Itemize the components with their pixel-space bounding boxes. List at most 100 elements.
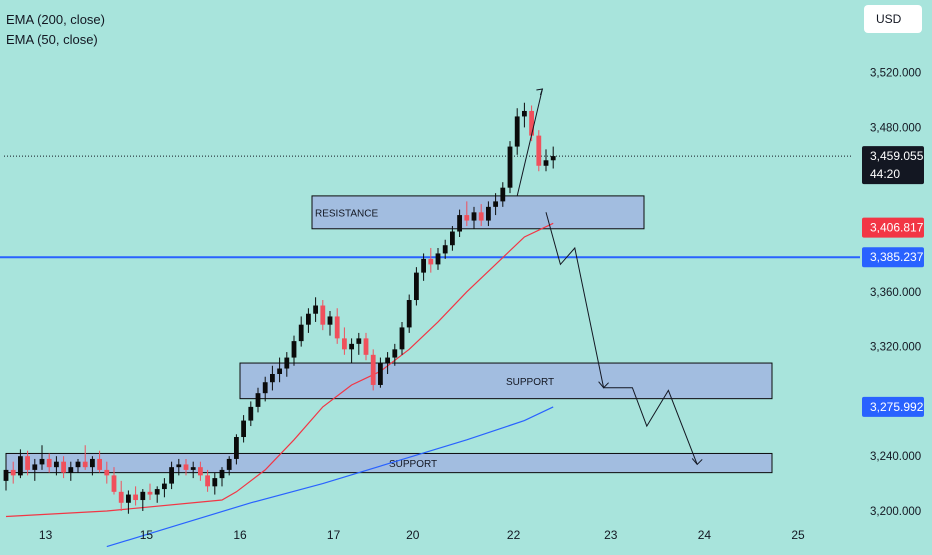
ema200-badge[interactable] xyxy=(862,396,924,417)
candle-body[interactable] xyxy=(414,272,419,301)
candle-body[interactable] xyxy=(435,253,441,265)
candle-body[interactable] xyxy=(291,341,297,358)
candle-body[interactable] xyxy=(219,469,225,479)
candle-body[interactable] xyxy=(46,458,52,468)
ema50-badge[interactable] xyxy=(862,217,924,238)
candle-body[interactable] xyxy=(176,464,182,468)
candle-body[interactable] xyxy=(97,458,102,470)
candle-body[interactable] xyxy=(457,215,462,232)
candle-body[interactable] xyxy=(3,469,9,481)
candle-body[interactable] xyxy=(18,456,23,476)
candle-body[interactable] xyxy=(234,437,239,459)
candle-body[interactable] xyxy=(212,478,218,487)
candle-body[interactable] xyxy=(385,357,390,364)
x-tick-label: 22 xyxy=(507,528,521,542)
candle-body[interactable] xyxy=(277,368,282,374)
zone-1[interactable] xyxy=(239,362,773,400)
ema50-line[interactable] xyxy=(5,222,554,518)
candle-body[interactable] xyxy=(543,160,549,166)
candle-body[interactable] xyxy=(471,212,477,221)
candle-body[interactable] xyxy=(550,156,556,161)
last-price-badge[interactable] xyxy=(862,146,924,185)
currency-button[interactable]: USD xyxy=(864,5,922,33)
legend-ema50[interactable]: EMA (50, close) xyxy=(6,32,98,47)
hline-badge[interactable] xyxy=(862,247,924,268)
candle-body[interactable] xyxy=(306,313,311,325)
last-price-countdown: 44:20 xyxy=(870,167,900,181)
candle-body[interactable] xyxy=(514,116,520,147)
legend-ema200[interactable]: EMA (200, close) xyxy=(6,12,105,27)
candle-body[interactable] xyxy=(39,458,45,465)
x-tick-label: 23 xyxy=(604,528,618,542)
candle-body[interactable] xyxy=(262,382,268,394)
y-tick-label: 3,520.000 xyxy=(870,68,921,80)
last-price-badge-text: 3,459.055 xyxy=(870,149,924,163)
candle-body[interactable] xyxy=(162,483,167,490)
candle-body[interactable] xyxy=(334,316,340,339)
candle-body[interactable] xyxy=(406,300,412,328)
ema200-line[interactable] xyxy=(106,406,554,548)
candle-body[interactable] xyxy=(529,110,534,136)
candle-body[interactable] xyxy=(320,305,326,325)
candle-body[interactable] xyxy=(111,475,117,492)
candle-body[interactable] xyxy=(183,464,189,470)
candle-body[interactable] xyxy=(241,420,246,438)
zone-label-1: SUPPORT xyxy=(506,377,554,388)
candle-body[interactable] xyxy=(399,327,405,350)
candle-body[interactable] xyxy=(342,338,347,350)
zone-label-2: SUPPORT xyxy=(389,459,437,470)
candle-body[interactable] xyxy=(82,461,88,468)
candle-body[interactable] xyxy=(270,374,275,383)
candle-body[interactable] xyxy=(140,491,146,501)
candle-body[interactable] xyxy=(507,146,513,188)
x-tick-label: 25 xyxy=(791,528,805,542)
candle-body[interactable] xyxy=(284,357,290,369)
candle-body[interactable] xyxy=(255,393,261,407)
candle-body[interactable] xyxy=(486,206,491,221)
candle-body[interactable] xyxy=(61,461,66,473)
candle-body[interactable] xyxy=(428,258,434,265)
candle-body[interactable] xyxy=(392,349,398,358)
candle-body[interactable] xyxy=(133,494,138,501)
candle-body[interactable] xyxy=(198,467,203,476)
candle-body[interactable] xyxy=(248,406,254,421)
candle-body[interactable] xyxy=(421,258,426,273)
candle-body[interactable] xyxy=(500,187,506,202)
projection-path[interactable] xyxy=(545,212,698,465)
candle-body[interactable] xyxy=(205,475,210,487)
candle-body[interactable] xyxy=(118,491,124,503)
candle-body[interactable] xyxy=(169,467,174,484)
candle-body[interactable] xyxy=(154,489,160,495)
zone-0[interactable] xyxy=(311,195,645,230)
candle-body[interactable] xyxy=(25,456,30,470)
candle-body[interactable] xyxy=(190,467,196,470)
candle-body[interactable] xyxy=(450,231,455,246)
candle-body[interactable] xyxy=(126,494,131,503)
candle-body[interactable] xyxy=(313,305,318,314)
candle-body[interactable] xyxy=(378,363,383,385)
candle-body[interactable] xyxy=(536,135,542,166)
candle-body[interactable] xyxy=(370,354,376,385)
candle-body[interactable] xyxy=(298,324,304,342)
y-tick-label: 3,480.000 xyxy=(870,122,921,134)
candle-body[interactable] xyxy=(493,201,498,207)
candle-body[interactable] xyxy=(68,467,74,473)
candle-body[interactable] xyxy=(464,215,470,221)
candle-body[interactable] xyxy=(226,458,232,470)
candle-body[interactable] xyxy=(75,461,81,468)
candle-body[interactable] xyxy=(10,469,16,476)
candle-body[interactable] xyxy=(349,343,354,350)
candle-body[interactable] xyxy=(356,338,362,344)
candle-body[interactable] xyxy=(522,110,527,117)
x-tick-label: 16 xyxy=(233,528,247,542)
candle-body[interactable] xyxy=(442,245,448,254)
candle-body[interactable] xyxy=(90,458,95,468)
candle-body[interactable] xyxy=(104,469,110,476)
candle-body[interactable] xyxy=(147,491,153,495)
candle-body[interactable] xyxy=(327,316,333,325)
candle-body[interactable] xyxy=(363,338,369,355)
candle-body[interactable] xyxy=(32,464,38,470)
candle-body[interactable] xyxy=(478,212,484,221)
candle-body[interactable] xyxy=(54,461,59,468)
